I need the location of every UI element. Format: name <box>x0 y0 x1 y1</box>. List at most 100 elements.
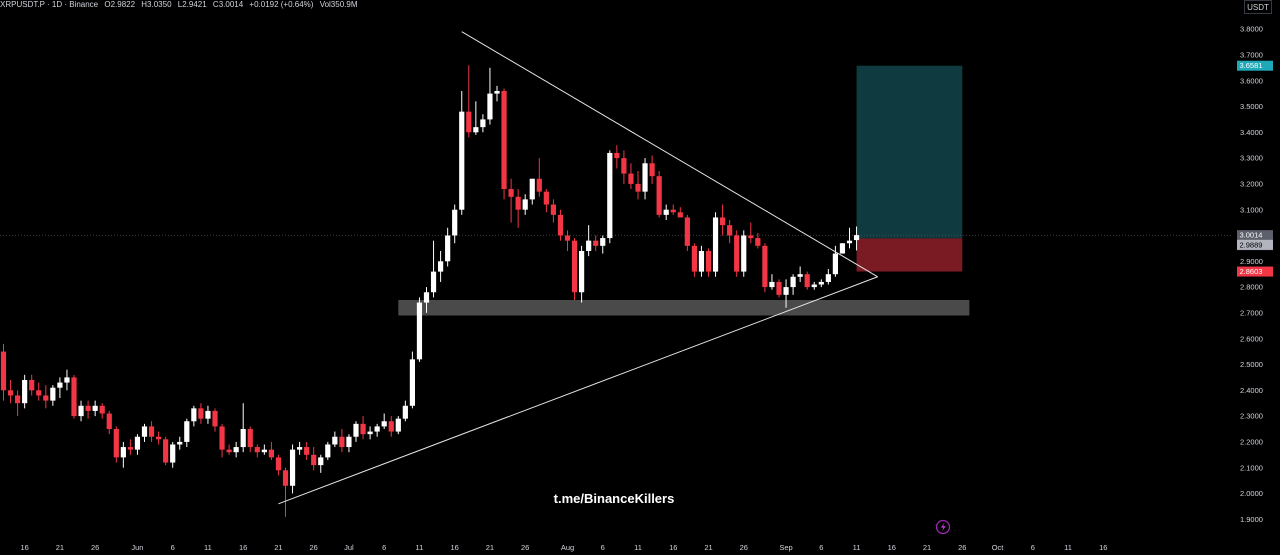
candle-body <box>156 436 162 440</box>
x-tick-label: Aug <box>561 543 574 552</box>
candle-body <box>438 261 444 272</box>
x-tick-label: Oct <box>992 543 1005 552</box>
candle-body <box>127 447 133 450</box>
x-tick-label: 26 <box>958 543 966 552</box>
candle-body <box>360 423 366 435</box>
y-tick-label: 2.4000 <box>1240 386 1263 395</box>
candle-body <box>29 379 35 391</box>
candle-body <box>261 449 267 453</box>
currency-unit-button[interactable]: USDT <box>1244 0 1272 14</box>
candle-body <box>790 276 796 288</box>
candle-body <box>148 426 155 437</box>
candle-body <box>614 152 620 159</box>
candle-body <box>64 377 70 383</box>
y-tick-label: 2.5000 <box>1240 360 1263 369</box>
candle-body <box>656 176 662 215</box>
stop-loss-zone[interactable] <box>856 238 963 272</box>
candle-body <box>748 235 754 239</box>
candle-body <box>579 250 585 293</box>
y-tick-label: 3.2000 <box>1240 180 1263 189</box>
candle-body <box>170 444 176 463</box>
candle-body <box>649 163 655 177</box>
candle-body <box>402 405 408 419</box>
candle-body <box>691 245 697 272</box>
candle-body <box>445 235 451 262</box>
candle-body <box>268 449 274 458</box>
candle-body <box>755 238 761 246</box>
profit-target-zone[interactable] <box>856 65 963 239</box>
support-zone[interactable] <box>398 300 970 316</box>
candle-body <box>106 413 112 429</box>
candle-body <box>762 245 768 288</box>
x-tick-label: 6 <box>819 543 823 552</box>
candle-body <box>543 191 549 205</box>
candle-body <box>466 111 472 133</box>
candle-body <box>99 405 105 414</box>
y-tick-label: 3.1000 <box>1240 205 1263 214</box>
stop-price-tag-label: 2.8603 <box>1240 267 1263 276</box>
candle-body <box>0 351 7 391</box>
y-tick-label: 2.9000 <box>1240 257 1263 266</box>
candle-body <box>677 212 683 218</box>
y-tick-label: 3.8000 <box>1240 25 1263 34</box>
ohlc-close: C3.0014 <box>212 0 244 9</box>
candle-body <box>571 240 578 293</box>
candle-body <box>508 189 514 197</box>
candle-body <box>727 225 733 236</box>
candle-body <box>92 405 98 411</box>
y-tick-label: 3.4000 <box>1240 128 1263 137</box>
candle-body <box>825 274 831 282</box>
x-tick-label: 26 <box>740 543 748 552</box>
candle-body <box>522 199 528 210</box>
symbol-name[interactable]: XRPUSDT.P · 1D · Binance <box>0 0 99 9</box>
trendline-descending-resistance[interactable] <box>461 31 878 278</box>
x-tick-label: 21 <box>274 543 282 552</box>
candle-body <box>494 91 500 94</box>
y-tick-label: 2.3000 <box>1240 412 1263 421</box>
candle-body <box>177 441 183 445</box>
y-tick-label: 3.6000 <box>1240 76 1263 85</box>
candle-body <box>452 209 458 236</box>
candle-body <box>607 152 613 239</box>
x-tick-label: 16 <box>1099 543 1107 552</box>
candle-body <box>818 281 824 285</box>
candle-body <box>769 281 775 288</box>
candle-body <box>7 390 14 396</box>
candle-body <box>353 423 359 437</box>
candle-body <box>705 250 712 272</box>
y-tick-label: 1.9000 <box>1240 515 1263 524</box>
candle-body <box>783 287 789 295</box>
x-tick-label: Jun <box>131 543 143 552</box>
trendline-ascending-support[interactable] <box>278 276 878 505</box>
candle-body <box>423 292 430 303</box>
candle-body <box>846 240 853 244</box>
entry-price-tag-label: 2.9889 <box>1240 240 1263 249</box>
candle-body <box>459 111 465 210</box>
y-tick-label: 2.7000 <box>1240 309 1263 318</box>
ohlc-change: +0.0192 (+0.64%) <box>249 0 314 9</box>
candle-body <box>480 119 486 128</box>
x-tick-label: 11 <box>634 543 642 552</box>
candle-body <box>487 93 493 120</box>
candle-body <box>78 405 84 417</box>
candle-body <box>670 209 676 213</box>
x-tick-label: 16 <box>239 543 247 552</box>
candle-body <box>141 426 148 437</box>
candle-body <box>282 470 289 486</box>
candle-body <box>698 250 705 272</box>
candle-body <box>15 395 21 404</box>
ohlc-high: H3.0350 <box>141 0 172 9</box>
watermark-text: t.me/BinanceKillers <box>554 491 675 506</box>
x-tick-label: 16 <box>888 543 896 552</box>
x-tick-label: 16 <box>20 543 28 552</box>
candle-body <box>734 235 740 272</box>
candle-body <box>85 405 91 411</box>
lightning-icon[interactable] <box>935 519 951 535</box>
y-tick-label: 3.3000 <box>1240 154 1263 163</box>
candle-body <box>635 183 641 192</box>
x-tick-label: 16 <box>669 543 677 552</box>
candle-body <box>198 408 204 419</box>
target-price-tag-label: 3.6581 <box>1240 61 1263 70</box>
candle-body <box>57 382 63 388</box>
